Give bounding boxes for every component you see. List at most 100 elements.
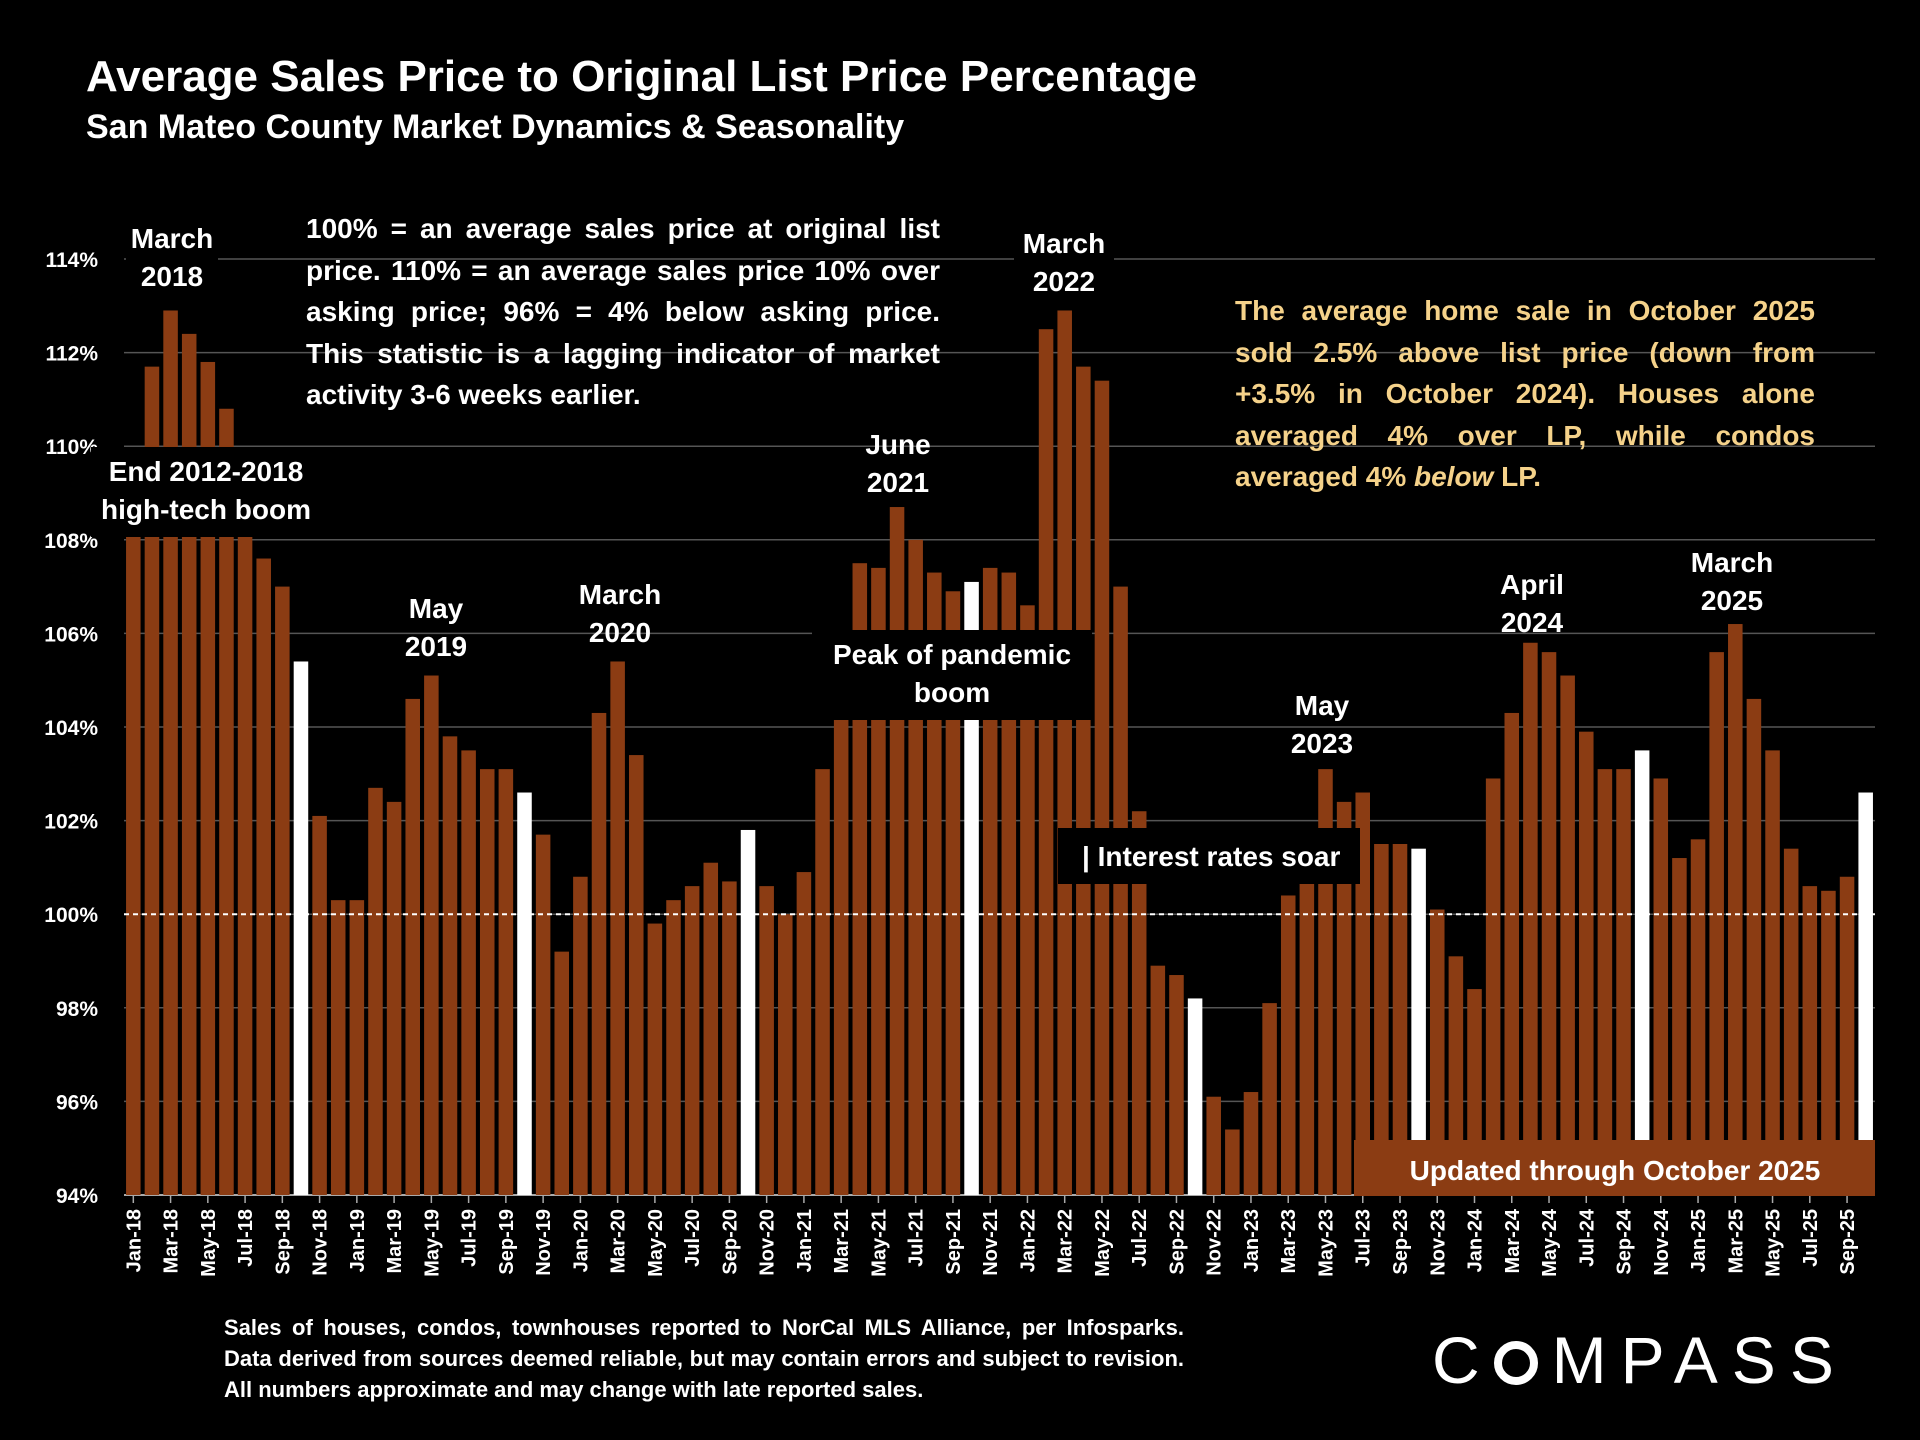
bar-Nov-18	[312, 815, 327, 1195]
annotation-may-2023-line: 2023	[1291, 728, 1353, 759]
annotation-may-2019-line: 2019	[405, 631, 467, 662]
x-tick-label: May-18	[198, 1209, 220, 1277]
bar-Jun-18	[219, 408, 234, 1195]
x-tick-label: Mar-23	[1278, 1209, 1300, 1273]
bar-Apr-18	[181, 333, 197, 1195]
bar-Dec-18	[330, 900, 346, 1195]
bar-Aug-25	[1821, 890, 1836, 1195]
bar-Nov-22	[1206, 1096, 1221, 1195]
x-tick-label: Mar-24	[1502, 1208, 1524, 1273]
bar-May-25	[1765, 750, 1780, 1195]
bar-Apr-21	[852, 563, 868, 1195]
bar-Aug-22	[1150, 965, 1166, 1195]
bar-Dec-19	[554, 951, 570, 1195]
x-tick-label: Nov-19	[533, 1209, 555, 1276]
bar-Nov-19	[535, 834, 551, 1195]
annotation-april-2024-line: 2024	[1501, 607, 1564, 638]
bar-Jun-20	[666, 900, 681, 1195]
annotations: March 2018 End 2012-2018 high-tech boom May 2…	[91, 214, 1875, 1196]
x-tick-label: Jul-22	[1129, 1209, 1151, 1267]
bar-Nov-23	[1429, 909, 1445, 1195]
x-tick-label: Jan-23	[1241, 1209, 1263, 1272]
x-tick-label: Sep-19	[496, 1209, 518, 1275]
bar-Feb-24	[1485, 778, 1501, 1195]
bar-Jan-25	[1690, 839, 1706, 1195]
annotation-interest-rates-bg	[1058, 828, 1360, 884]
x-tick-label: Jul-20	[682, 1209, 704, 1267]
bar-Jul-20	[684, 886, 700, 1195]
annotation-may-2019-line: May	[409, 593, 464, 624]
bar-Jan-18	[126, 469, 141, 1196]
compass-logo: C MPASS	[1432, 1323, 1848, 1397]
bar-May-21	[871, 567, 886, 1195]
x-tick-label: Jan-19	[347, 1209, 369, 1272]
annotation-may-2019: May 2019	[405, 593, 467, 662]
bar-May-22	[1094, 380, 1110, 1195]
annotation-pandemic-peak: Peak of pandemic boom	[812, 630, 1092, 720]
x-tick-label: Jul-23	[1353, 1209, 1375, 1267]
bar-May-19	[424, 675, 439, 1195]
x-tick-label: Jul-24	[1576, 1208, 1598, 1267]
x-tick-label: May-19	[421, 1209, 443, 1277]
annotation-may-2023-line: May	[1295, 690, 1350, 721]
annotation-june-2021-line: June	[865, 429, 930, 460]
bar-Jul-18	[237, 497, 253, 1195]
bar-Sep-24	[1616, 769, 1631, 1195]
definition-note: 100% = an average sales price at origina…	[306, 213, 940, 410]
source-footnote: Sales of houses, condos, townhouses repo…	[224, 1315, 1184, 1402]
y-tick-label: 104%	[44, 717, 98, 740]
x-tick-label: Jul-18	[235, 1209, 257, 1267]
bar-Jun-22	[1113, 586, 1128, 1195]
bar-Apr-25	[1746, 698, 1762, 1195]
bar-Mar-18	[163, 310, 178, 1196]
bar-Jul-19	[461, 750, 476, 1195]
annotation-march-2020-line: 2020	[589, 617, 651, 648]
bar-Dec-22	[1225, 1129, 1240, 1195]
x-tick-label: Sep-25	[1837, 1209, 1859, 1275]
bar-Feb-23	[1262, 1003, 1277, 1195]
x-tick-label: Nov-23	[1427, 1209, 1449, 1276]
x-tick-label: May-24	[1539, 1208, 1561, 1277]
y-tick-label: 114%	[45, 249, 98, 272]
bar-Aug-21	[927, 572, 942, 1195]
bar-Jun-21	[889, 507, 905, 1195]
annotation-interest-rates: | Interest rates soar	[1058, 828, 1360, 884]
x-tick-label: Mar-18	[161, 1209, 183, 1273]
annotation-march-2018-line: March	[131, 223, 213, 254]
annotation-april-2024: April 2024	[1500, 569, 1564, 638]
x-tick-label: Sep-21	[943, 1209, 965, 1275]
x-tick-label: May-25	[1763, 1209, 1785, 1277]
x-tick-label: Mar-25	[1725, 1209, 1747, 1273]
bar-Jun-24	[1560, 675, 1575, 1195]
bar-Mar-24	[1504, 712, 1520, 1195]
bar-Sep-25	[1839, 876, 1855, 1195]
bar-Jul-23	[1355, 792, 1371, 1195]
bar-Sep-22	[1169, 975, 1184, 1195]
annotation-march-2022-line: 2022	[1033, 266, 1095, 297]
bar-Jun-19	[442, 736, 458, 1195]
x-tick-label: Jan-22	[1017, 1209, 1039, 1272]
bar-Mar-21	[833, 708, 849, 1195]
bars	[126, 310, 1873, 1196]
bar-Feb-25	[1709, 652, 1724, 1195]
annotation-boom-end-bg	[91, 447, 321, 537]
bar-Sep-19	[498, 769, 514, 1195]
x-tick-label: Jul-21	[906, 1209, 928, 1267]
annotation-april-2024-line: April	[1500, 569, 1564, 600]
bar-Apr-24	[1523, 642, 1538, 1195]
y-tick-label: 98%	[56, 998, 98, 1021]
bar-Aug-23	[1374, 844, 1389, 1195]
bar-Aug-18	[256, 558, 271, 1195]
annotation-boom-end-line: End 2012-2018	[109, 456, 304, 487]
x-tick-label: Sep-22	[1166, 1209, 1188, 1275]
updated-through-badge: Updated through October 2025	[1354, 1140, 1875, 1196]
annotation-boom-end-line: high-tech boom	[101, 494, 311, 525]
x-tick-label: Jul-19	[459, 1209, 481, 1267]
bar-Dec-23	[1448, 956, 1464, 1195]
x-tick-label: May-23	[1315, 1209, 1337, 1277]
annotation-march-2018-line: 2018	[141, 261, 203, 292]
bar-highlight-Oct-23	[1411, 848, 1426, 1195]
x-tick-label: Mar-19	[384, 1209, 406, 1273]
y-tick-label: 112%	[45, 343, 98, 366]
